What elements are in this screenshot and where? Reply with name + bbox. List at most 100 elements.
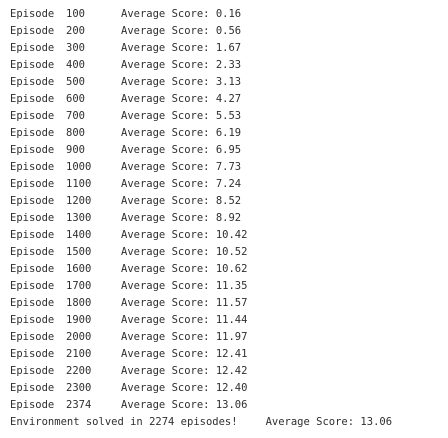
score-label: Average Score: xyxy=(121,144,210,156)
score-value: 12.42 xyxy=(215,365,248,377)
final-score-label: Average Score: xyxy=(265,416,355,428)
score-value: 12.41 xyxy=(215,348,248,360)
score-value: 7.73 xyxy=(215,161,242,173)
log-line: Episode 2300 Average Score: 12.40 xyxy=(10,380,448,397)
score-value: 11.57 xyxy=(215,297,248,309)
log-line: Episode 500 Average Score: 3.13 xyxy=(10,74,448,91)
episode-label: Episode xyxy=(10,331,55,343)
log-line: Episode 1700 Average Score: 11.35 xyxy=(10,278,448,295)
episode-number: 1400 xyxy=(66,229,92,241)
score-label: Average Score: xyxy=(121,399,210,411)
score-value: 1.67 xyxy=(215,42,242,54)
episode-label: Episode xyxy=(10,93,55,105)
solved-message: Environment solved in 2274 episodes! xyxy=(10,416,238,428)
episode-label: Episode xyxy=(10,42,55,54)
log-line: Episode 1900 Average Score: 11.44 xyxy=(10,312,448,329)
episode-number: 2374 xyxy=(66,399,92,411)
episode-label: Episode xyxy=(10,280,55,292)
log-line: Episode 2100 Average Score: 12.41 xyxy=(10,346,448,363)
score-label: Average Score: xyxy=(121,178,210,190)
score-value: 10.52 xyxy=(215,246,248,258)
episode-label: Episode xyxy=(10,246,55,258)
score-label: Average Score: xyxy=(121,76,210,88)
score-label: Average Score: xyxy=(121,365,210,377)
score-label: Average Score: xyxy=(121,59,210,71)
log-line: Episode 700 Average Score: 5.53 xyxy=(10,108,448,125)
score-label: Average Score: xyxy=(121,110,210,122)
episode-number: 600 xyxy=(66,93,85,105)
episode-label: Episode xyxy=(10,365,55,377)
score-label: Average Score: xyxy=(121,263,210,275)
score-label: Average Score: xyxy=(121,382,210,394)
episode-number: 900 xyxy=(66,144,85,156)
log-line: Episode 2374 Average Score: 13.06 xyxy=(10,397,448,414)
log-line: Episode 1000 Average Score: 7.73 xyxy=(10,159,448,176)
score-value: 12.40 xyxy=(215,382,248,394)
episode-number: 2000 xyxy=(66,331,92,343)
score-label: Average Score: xyxy=(121,229,210,241)
log-line: Episode 300 Average Score: 1.67 xyxy=(10,40,448,57)
episode-number: 1900 xyxy=(66,314,92,326)
episode-number: 2100 xyxy=(66,348,92,360)
log-line: Episode 1600 Average Score: 10.62 xyxy=(10,261,448,278)
log-line: Episode 1500 Average Score: 10.52 xyxy=(10,244,448,261)
score-value: 8.92 xyxy=(215,212,242,224)
episode-number: 800 xyxy=(66,127,85,139)
episode-number: 1200 xyxy=(66,195,92,207)
episode-label: Episode xyxy=(10,144,55,156)
episode-number: 1500 xyxy=(66,246,92,258)
log-line: Episode 900 Average Score: 6.95 xyxy=(10,142,448,159)
log-line: Episode 1800 Average Score: 11.57 xyxy=(10,295,448,312)
log-line: Episode 400 Average Score: 2.33 xyxy=(10,57,448,74)
score-value: 3.13 xyxy=(215,76,242,88)
score-label: Average Score: xyxy=(121,195,210,207)
score-value: 5.53 xyxy=(215,110,242,122)
score-value: 13.06 xyxy=(215,399,248,411)
episode-label: Episode xyxy=(10,8,55,20)
score-value: 11.97 xyxy=(215,331,248,343)
episode-label: Episode xyxy=(10,195,55,207)
episode-label: Episode xyxy=(10,348,55,360)
log-line: Episode 100 Average Score: 0.16 xyxy=(10,6,448,23)
episode-label: Episode xyxy=(10,314,55,326)
score-label: Average Score: xyxy=(121,212,210,224)
episode-number: 1700 xyxy=(66,280,92,292)
score-value: 0.16 xyxy=(215,8,242,20)
log-line: Episode 1300 Average Score: 8.92 xyxy=(10,210,448,227)
final-score-value: 13.06 xyxy=(360,416,393,428)
episode-number: 1100 xyxy=(66,178,92,190)
log-line: Episode 2000 Average Score: 11.97 xyxy=(10,329,448,346)
episode-number: 200 xyxy=(66,25,85,37)
episode-label: Episode xyxy=(10,161,55,173)
score-value: 11.44 xyxy=(215,314,248,326)
episode-label: Episode xyxy=(10,178,55,190)
score-value: 4.27 xyxy=(215,93,242,105)
log-line: Episode 800 Average Score: 6.19 xyxy=(10,125,448,142)
episode-number: 1000 xyxy=(66,161,92,173)
episode-label: Episode xyxy=(10,382,55,394)
score-label: Average Score: xyxy=(121,280,210,292)
episode-number: 700 xyxy=(66,110,85,122)
episode-label: Episode xyxy=(10,110,55,122)
score-label: Average Score: xyxy=(121,246,210,258)
log-line: Episode 1100 Average Score: 7.24 xyxy=(10,176,448,193)
episode-label: Episode xyxy=(10,263,55,275)
score-value: 11.35 xyxy=(215,280,248,292)
score-value: 10.62 xyxy=(215,263,248,275)
score-value: 8.52 xyxy=(215,195,242,207)
log-line: Episode 1200 Average Score: 8.52 xyxy=(10,193,448,210)
episode-number: 1800 xyxy=(66,297,92,309)
score-label: Average Score: xyxy=(121,314,210,326)
score-label: Average Score: xyxy=(121,348,210,360)
episode-label: Episode xyxy=(10,229,55,241)
score-value: 2.33 xyxy=(215,59,242,71)
score-label: Average Score: xyxy=(121,161,210,173)
score-value: 6.19 xyxy=(215,127,242,139)
episode-label: Episode xyxy=(10,127,55,139)
log-line: Episode 1400 Average Score: 10.42 xyxy=(10,227,448,244)
episode-label: Episode xyxy=(10,59,55,71)
solved-line: Environment solved in 2274 episodes! Aver… xyxy=(10,414,448,431)
score-label: Average Score: xyxy=(121,127,210,139)
episode-number: 1600 xyxy=(66,263,92,275)
